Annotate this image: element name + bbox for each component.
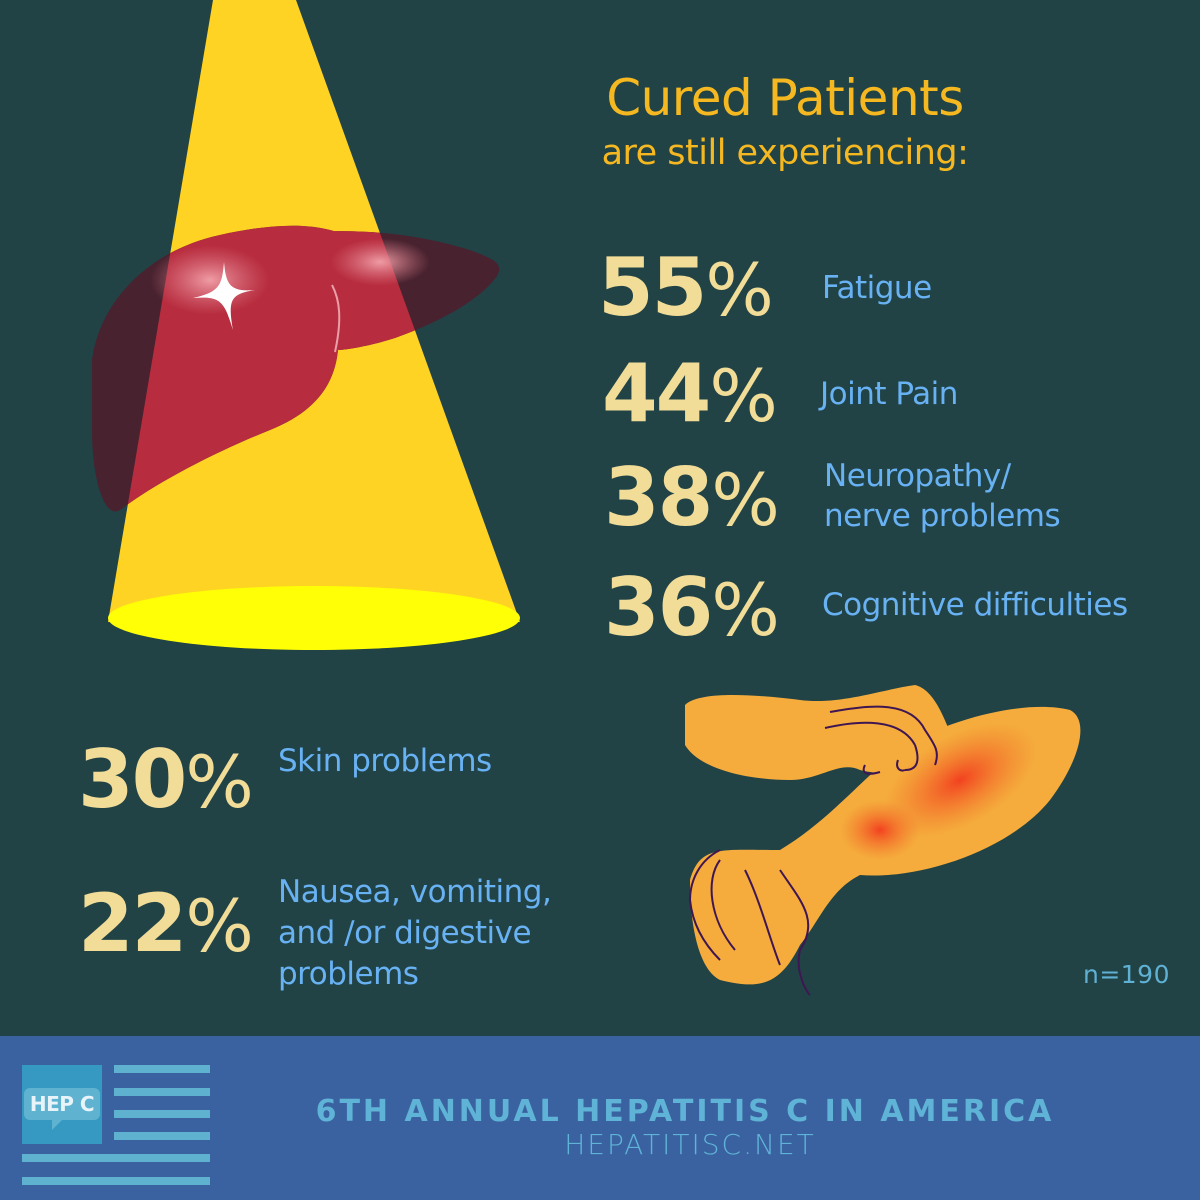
liver-highlight-left <box>150 245 270 315</box>
sample-size: n=190 <box>1082 960 1170 989</box>
stat-label: Fatigue <box>822 270 932 306</box>
percent-sign: % <box>705 248 774 332</box>
stat-value: 44 <box>602 347 711 440</box>
liver-highlight-right <box>330 238 430 286</box>
hep-c-logo[interactable]: HEP C <box>22 1065 210 1185</box>
footer: HEP C 6TH ANNUAL HEPATITIS C IN AMERICA … <box>0 1036 1200 1200</box>
percent-sign: % <box>185 883 254 968</box>
percent-sign: % <box>709 354 778 438</box>
flag-stripe <box>114 1110 210 1118</box>
stat-label: Skin problems <box>278 743 492 779</box>
sparkle-icon <box>193 262 255 330</box>
stat-value: 36 <box>604 561 713 654</box>
percent-sign: % <box>711 458 780 542</box>
stat-nausea: 22% Nausea, vomiting, and /or digestive … <box>78 852 552 995</box>
stat-percent: 44% <box>602 354 792 434</box>
stat-percent: 38% <box>604 458 794 538</box>
footer-website-link[interactable]: HEPATITISC.NET <box>564 1128 816 1161</box>
stat-cognitive: 36% Cognitive difficulties <box>604 568 1128 648</box>
itchy-arm-illustration <box>685 685 1081 996</box>
stat-percent: 30% <box>78 740 268 820</box>
stat-label: Neuropathy/ nerve problems <box>824 458 1061 534</box>
title-line-1: Cured Patients <box>606 69 964 127</box>
hand-outline <box>688 705 938 996</box>
flag-stripe <box>22 1177 210 1185</box>
stat-label: Joint Pain <box>820 376 958 412</box>
title-line-2: are still experiencing: <box>601 133 969 173</box>
stat-percent: 36% <box>604 568 794 648</box>
stat-value: 22 <box>78 876 187 970</box>
flag-stripe <box>114 1065 210 1073</box>
stat-label: Nausea, vomiting, and /or digestive prob… <box>278 874 552 992</box>
percent-sign: % <box>185 740 254 824</box>
stat-skin: 30% Skin problems <box>78 740 492 820</box>
flag-stripe <box>22 1154 210 1162</box>
stat-value: 55 <box>598 241 707 334</box>
stat-percent: 55% <box>598 248 788 328</box>
page-title: Cured Patients are still experiencing: <box>560 68 1010 178</box>
stat-label: Cognitive difficulties <box>822 587 1128 623</box>
flag-stripe <box>114 1132 210 1140</box>
liver-spotlight-illustration <box>92 0 520 650</box>
stat-percent: 22% <box>78 883 268 964</box>
stat-value: 38 <box>604 451 713 544</box>
flag-stripe <box>114 1088 210 1096</box>
stat-joint-pain: 44% Joint Pain <box>602 354 958 434</box>
footer-headline: 6TH ANNUAL HEPATITIS C IN AMERICA <box>315 1094 1055 1129</box>
infographic-canvas: Cured Patients are still experiencing: 5… <box>78 0 1170 996</box>
speech-bubble-icon: HEP C <box>24 1088 100 1130</box>
spotlight-base <box>108 586 520 650</box>
stat-fatigue: 55% Fatigue <box>598 248 932 328</box>
stat-neuropathy: 38% Neuropathy/ nerve problems <box>604 458 1061 538</box>
stat-value: 30 <box>78 733 187 826</box>
logo-box: HEP C <box>22 1065 102 1144</box>
percent-sign: % <box>711 568 780 652</box>
